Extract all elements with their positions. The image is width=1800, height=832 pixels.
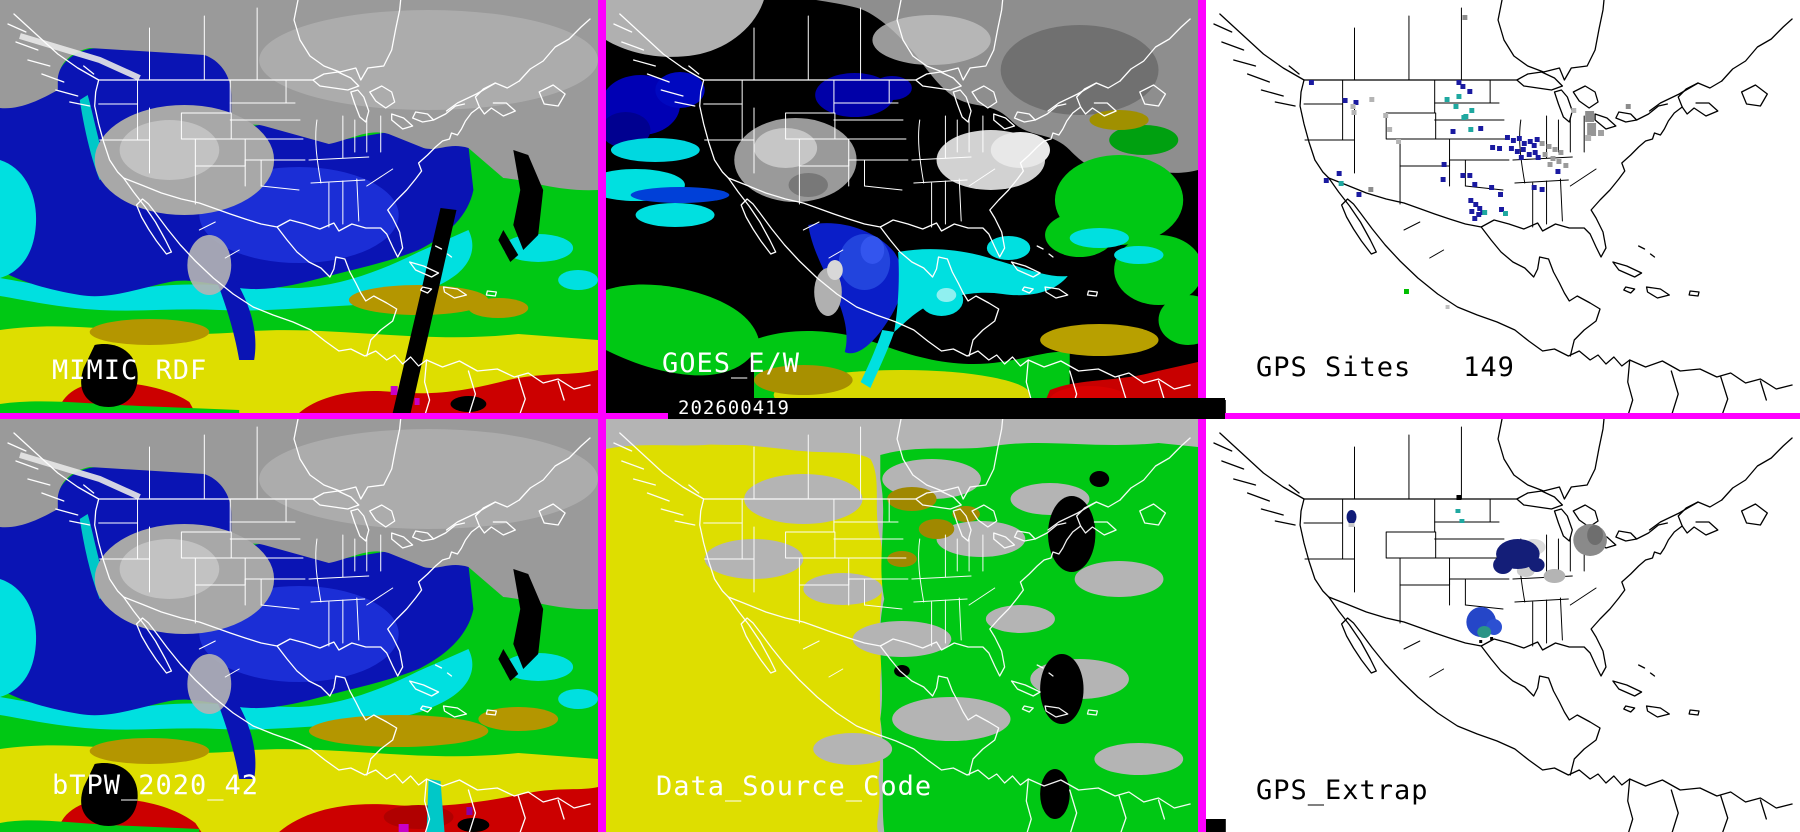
panel-mimic-rdf: MIMIC RDF	[0, 0, 598, 413]
panel-data-source-code: Data_Source_Code	[606, 419, 1198, 832]
gps-extrap-map	[1206, 419, 1800, 832]
data-source-code-label: Data_Source_Code	[656, 771, 933, 802]
goes-ew-label: GOES_E/W	[662, 348, 801, 379]
gps-sites-map	[1206, 0, 1800, 413]
data-source-code-map	[606, 419, 1198, 832]
panel-btpw: bTPW_2020_42	[0, 419, 598, 832]
mimic-rdf-label: MIMIC RDF	[52, 355, 208, 386]
timestamp-text: 202600419	[678, 397, 790, 419]
gps-extrap-label: GPS_Extrap	[1256, 775, 1429, 806]
timestamp-bar: 202600419	[668, 398, 1225, 419]
gps-sites-label: GPS Sites 149	[1256, 352, 1515, 383]
panel-goes-ew: GOES_E/W	[606, 0, 1198, 413]
panel-gps-sites: GPS Sites 149	[1206, 0, 1800, 413]
btpw-map	[0, 419, 598, 832]
goes-ew-map	[606, 0, 1198, 413]
mimic-rdf-map	[0, 0, 598, 413]
panel-gps-extrap: GPS_Extrap	[1206, 419, 1800, 832]
btpw-label: bTPW_2020_42	[52, 770, 260, 801]
